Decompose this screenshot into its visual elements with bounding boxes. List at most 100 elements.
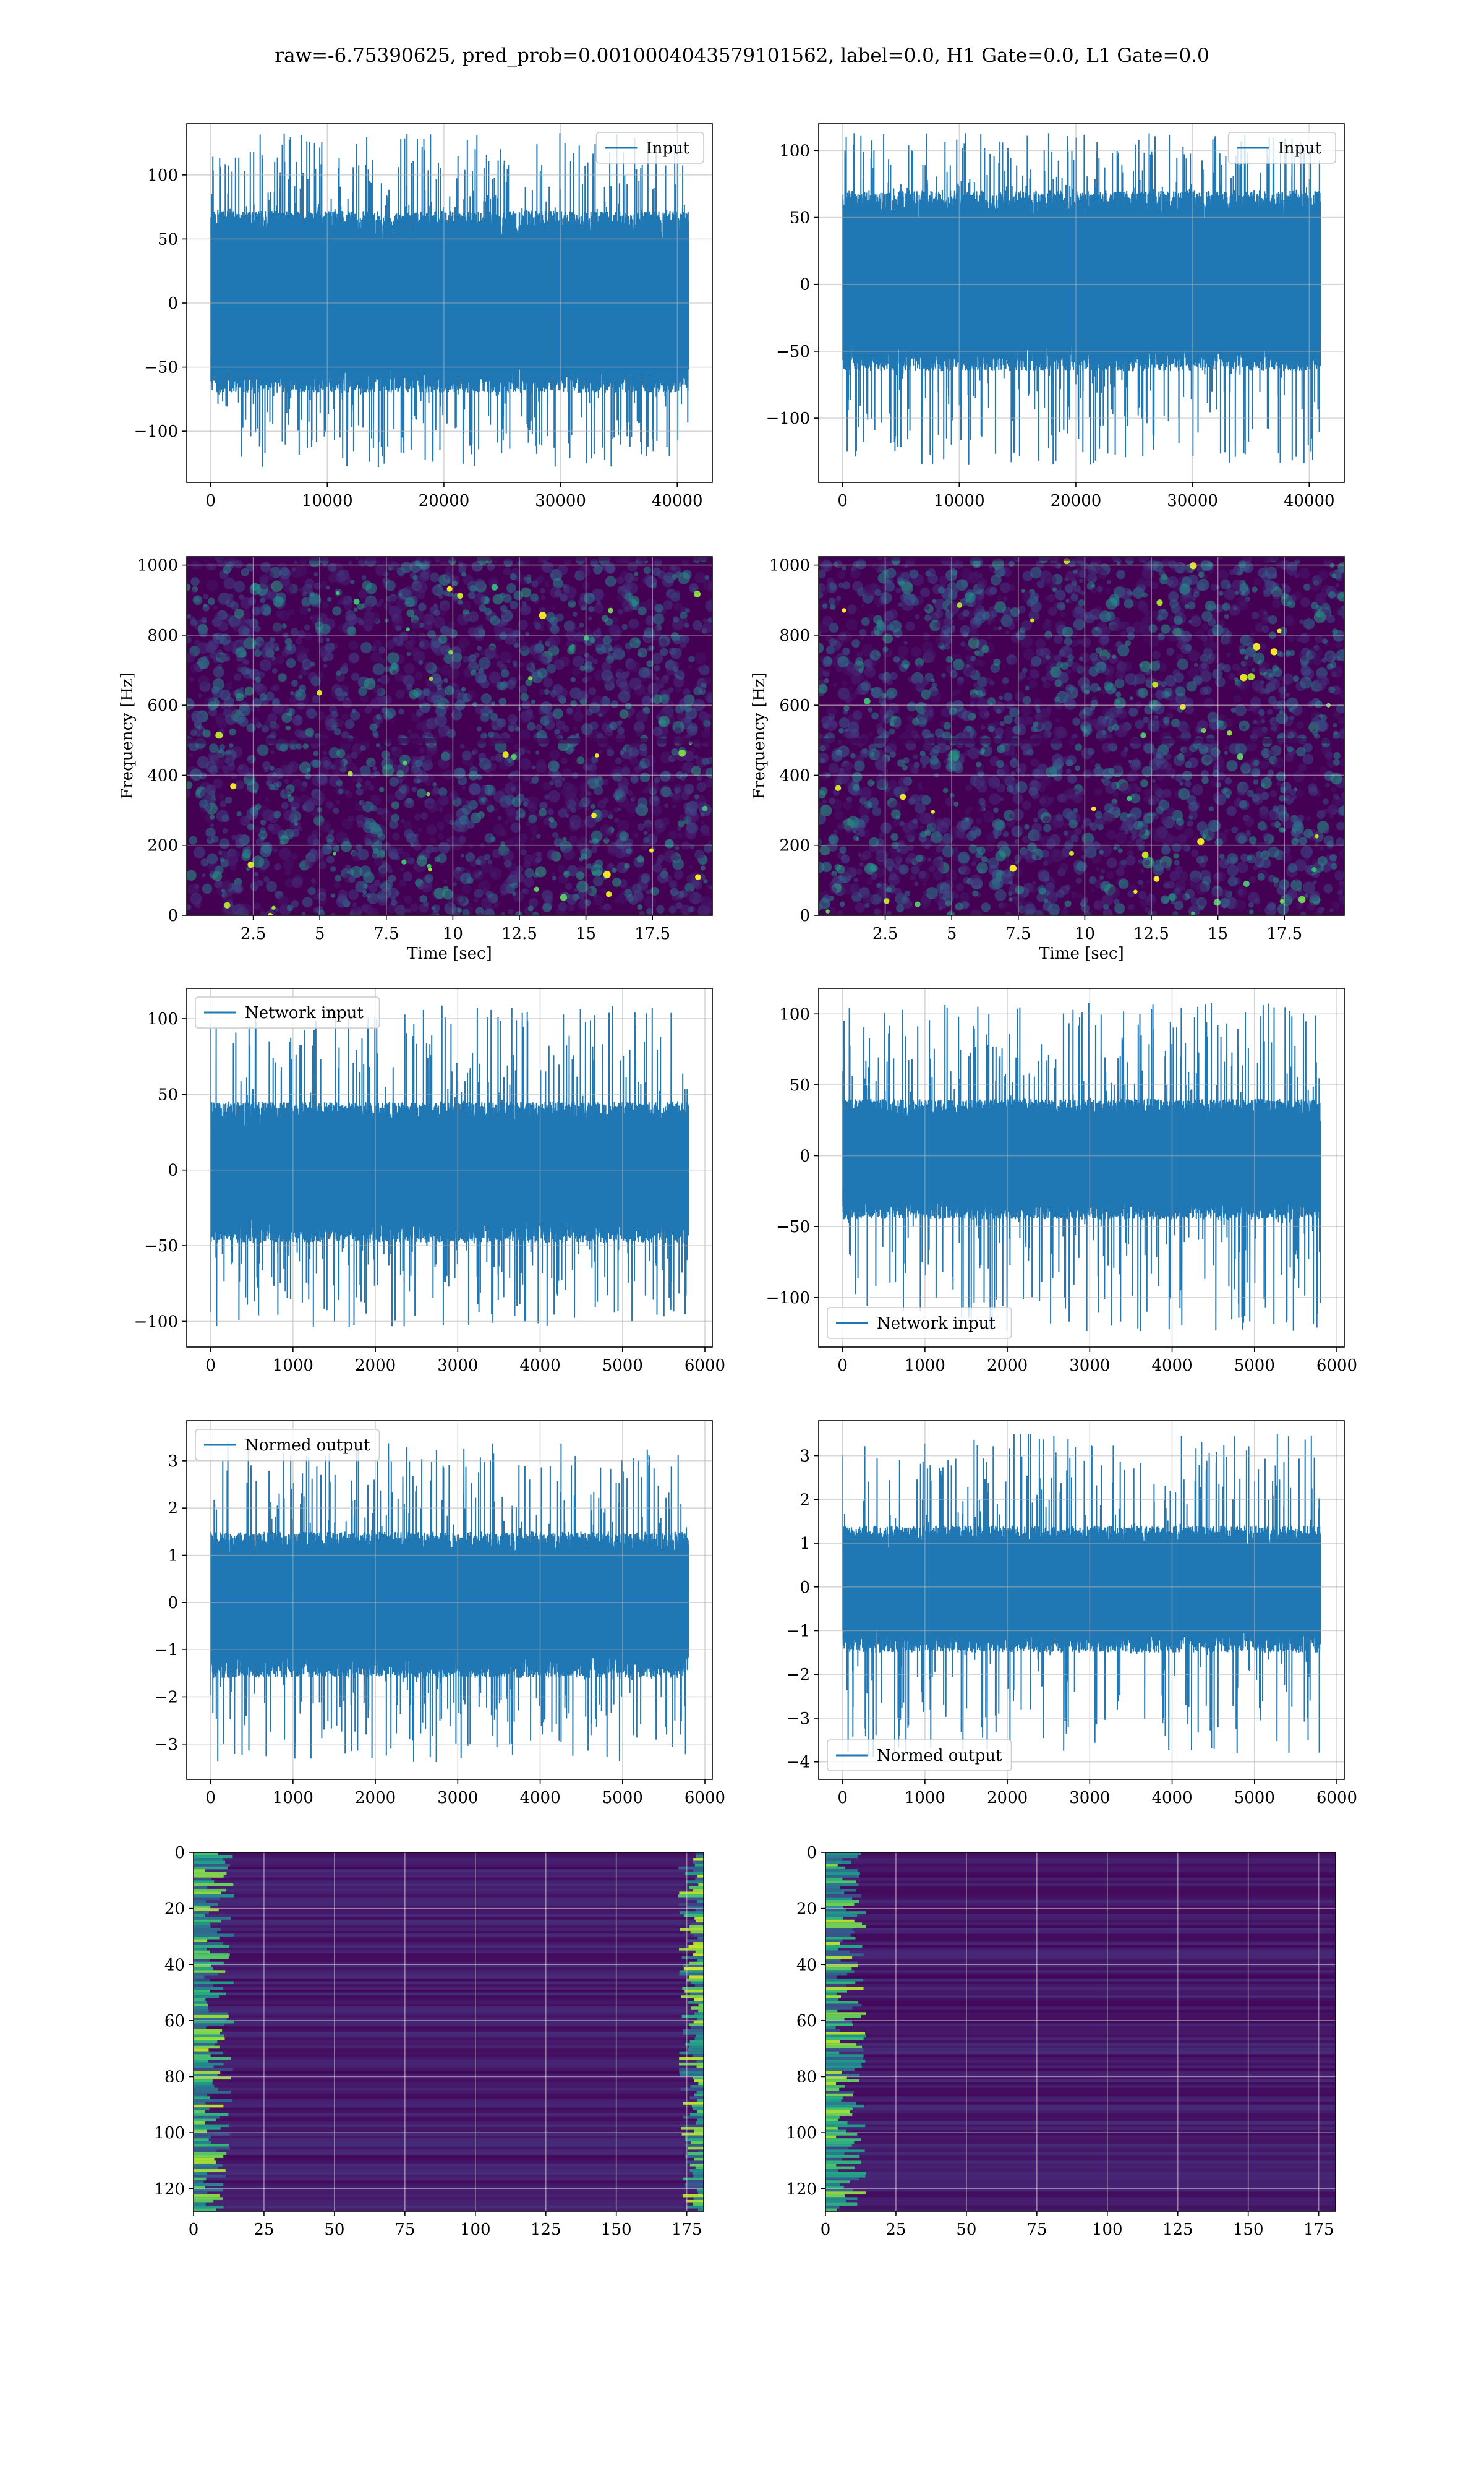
h1-spectrogram-blob bbox=[207, 853, 218, 865]
h1-spectrogram-blob bbox=[410, 647, 420, 657]
h1-spectrogram-blob bbox=[626, 648, 631, 653]
h1-spectrogram-blob bbox=[654, 665, 660, 672]
h1-spectrogram-hotspot bbox=[591, 813, 597, 818]
l1-spectrogram-blob bbox=[1142, 716, 1149, 724]
l1-spectrogram-blob bbox=[1336, 837, 1344, 847]
h1-spectrogram-blob bbox=[517, 675, 523, 681]
h1-spectrogram-blob bbox=[704, 575, 709, 580]
h1-spectrogram-blob bbox=[508, 909, 514, 915]
h1-spectrogram-blob bbox=[510, 774, 518, 784]
h1-spectrogram-blob bbox=[270, 685, 277, 692]
l1-spectrogram-blob bbox=[859, 862, 864, 867]
h1-spectrogram-blob bbox=[336, 779, 343, 787]
l1-spectrogram-blob bbox=[1046, 706, 1052, 713]
h1-spectrogram-blob bbox=[704, 677, 712, 685]
h1-spectrogram-blob bbox=[269, 636, 275, 643]
h1-spectrogram-blob bbox=[234, 673, 242, 682]
h1-spectrogram-blob bbox=[364, 602, 373, 611]
h1-spectrogram-blob bbox=[302, 743, 309, 750]
h1-spectrogram-blob bbox=[649, 672, 657, 680]
h1-spectrogram-blob bbox=[572, 667, 581, 676]
h1-spectrogram-blob bbox=[203, 603, 208, 608]
l1-spectrogram-blob bbox=[952, 659, 965, 671]
h1-spectrogram-hotspot bbox=[406, 627, 410, 631]
l1-spectrogram-blob bbox=[1258, 713, 1266, 721]
h1-spectrogram-blob bbox=[480, 693, 492, 704]
h1-spectrogram-blob bbox=[499, 759, 510, 770]
l1-spectrogram-blob bbox=[1248, 891, 1260, 904]
l1-spectrogram-blob bbox=[1329, 854, 1337, 862]
l1-spectrogram-blob bbox=[851, 666, 863, 677]
h1-spectrogram-blob bbox=[357, 849, 369, 860]
h1-spectrogram-blob bbox=[218, 592, 231, 605]
h1-spectrogram-hotspot bbox=[332, 852, 336, 856]
l1-spectrogram-blob bbox=[1257, 863, 1263, 869]
h1-spectrogram-blob bbox=[431, 906, 436, 911]
h1-spectrogram-blob bbox=[318, 832, 323, 837]
l1-spectrogram-blob bbox=[1168, 893, 1176, 901]
h1-spectrogram-blob bbox=[461, 600, 472, 611]
l1-spectrogram-blob bbox=[1090, 719, 1099, 728]
h1-spectrogram-blob bbox=[461, 884, 472, 894]
l1-spectrogram-blob bbox=[1180, 631, 1192, 643]
l1-spectrogram-blob bbox=[1218, 569, 1229, 580]
h1-spectrogram-blob bbox=[379, 598, 384, 604]
l1-spectrogram-blob bbox=[1241, 725, 1246, 730]
l1-spectrogram-blob bbox=[884, 746, 892, 753]
h1-spectrogram-xtick-label: 7.5 bbox=[373, 925, 399, 943]
h1-spectrogram-blob bbox=[640, 842, 649, 851]
l1-spectrogram-blob bbox=[1172, 628, 1182, 637]
l1-spectrogram-blob bbox=[1155, 729, 1160, 733]
l1-spectrogram-blob bbox=[956, 883, 965, 892]
l1-spectrogram-blob bbox=[1113, 846, 1118, 851]
h1-spectrogram-blob bbox=[550, 690, 558, 698]
h1-spectrogram-blob bbox=[642, 787, 649, 794]
l1-spectrogram-blob bbox=[1157, 680, 1162, 685]
h1-spectrogram-blob bbox=[396, 769, 404, 777]
l1-spectrogram-blob bbox=[1036, 580, 1045, 588]
l1-spectrogram-blob bbox=[921, 729, 931, 739]
l1-input-xtick-label: 20000 bbox=[1051, 492, 1102, 510]
h1-spectrogram-blob bbox=[353, 607, 358, 612]
h1-spectrogram-blob bbox=[295, 565, 308, 577]
l1-input-legend-label: Input bbox=[1278, 139, 1322, 158]
h1-spectrogram-blob bbox=[291, 567, 296, 572]
l1-spectrogram-blob bbox=[923, 742, 933, 751]
h1-spectrogram-blob bbox=[537, 667, 548, 679]
l1-input-ytick-label: 0 bbox=[800, 276, 810, 294]
h1-spectrogram-blob bbox=[593, 895, 604, 906]
l1-spectrogram-blob bbox=[1264, 567, 1277, 579]
h1-spectrogram-blob bbox=[518, 729, 531, 742]
h1-spectrogram-hotspot bbox=[247, 861, 254, 868]
h1-spectrogram-blob bbox=[394, 905, 406, 915]
h1-spectrogram-blob bbox=[514, 643, 519, 648]
l1-spectrogram-blob bbox=[941, 673, 946, 678]
h1-spectrogram-blob bbox=[372, 899, 377, 904]
h1-spectrogram-blob bbox=[684, 622, 689, 628]
h1-spectrogram-blob bbox=[190, 589, 196, 595]
l1-spectrogram-blob bbox=[1073, 569, 1078, 575]
h1-spectrogram-blob bbox=[479, 758, 492, 770]
l1-spectrogram-blob bbox=[1258, 665, 1266, 674]
l1-spectrogram-blob bbox=[945, 798, 955, 807]
l1-spectrogram-blob bbox=[1225, 630, 1232, 638]
h1-spectrogram-blob bbox=[437, 853, 447, 863]
h1-spectrogram-blob bbox=[707, 617, 712, 623]
h1-spectrogram-blob bbox=[339, 573, 351, 586]
h1-spectrogram-blob bbox=[208, 701, 218, 711]
l1-spectrogram-blob bbox=[1187, 667, 1200, 678]
l1-spectrogram-blob bbox=[1104, 845, 1113, 855]
h1-spectrogram-blob bbox=[375, 564, 388, 576]
h1-spectrogram-blob bbox=[412, 575, 418, 581]
l1-spectrogram-blob bbox=[1224, 829, 1229, 834]
l1-spectrogram-blob bbox=[1166, 807, 1175, 816]
l1-spectrogram-blob bbox=[1158, 662, 1168, 672]
h1-spectrogram-blob bbox=[475, 907, 484, 915]
h1-spectrogram-blob bbox=[372, 663, 385, 675]
l1-spectrogram-blob bbox=[819, 666, 825, 678]
h1-input-legend: Input bbox=[595, 132, 704, 164]
h1-spectrogram-hotspot bbox=[230, 783, 237, 790]
h1-spectrogram-blob bbox=[410, 903, 419, 912]
l1-spectrogram-blob bbox=[1236, 861, 1248, 873]
